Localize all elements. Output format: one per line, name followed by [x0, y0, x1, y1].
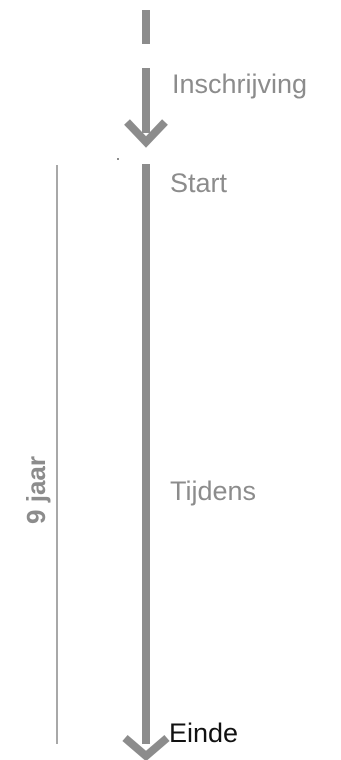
- end-arrowhead: [122, 734, 170, 760]
- during-label: Tijdens: [170, 476, 257, 506]
- enrollment-arrow-shaft: [142, 68, 150, 133]
- dash-segment: [142, 10, 150, 44]
- start-label: Start: [170, 168, 228, 198]
- end-label: Einde: [169, 718, 239, 748]
- enrollment-arrowhead: [124, 119, 168, 148]
- tick-mark: [117, 158, 119, 160]
- main-timeline-shaft: [142, 164, 150, 744]
- enrollment-label: Inschrijving: [172, 69, 308, 99]
- duration-label: 9 jaar: [21, 456, 51, 524]
